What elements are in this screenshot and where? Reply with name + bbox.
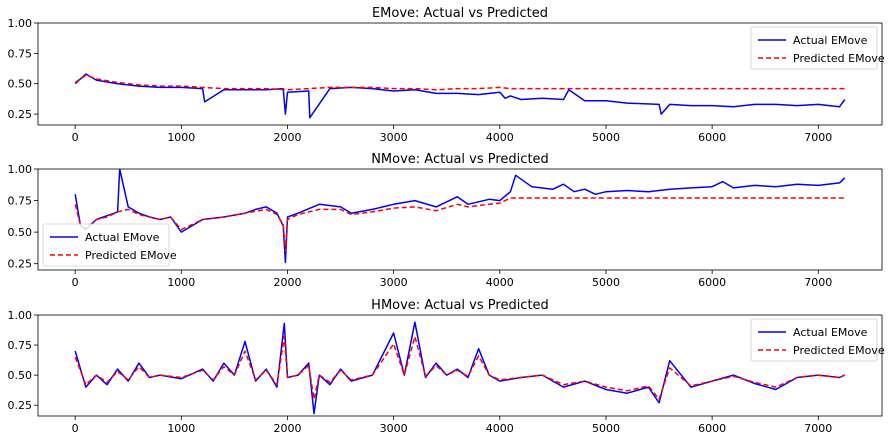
chart-panel-2: NMove: Actual vs Predicted 0 1000 2000 3000 4… — [8, 152, 883, 289]
series-line-predicted — [74, 74, 845, 91]
y-tick-label: 0.75 — [8, 195, 33, 208]
chart-title: HMove: Actual vs Predicted — [371, 298, 549, 313]
y-tick-label: 0.75 — [8, 339, 33, 352]
x-tick-label: 7000 — [804, 276, 832, 289]
x-tick-label: 1000 — [167, 276, 195, 289]
x-tick-label: 7000 — [804, 131, 832, 144]
y-tick-label: 0.75 — [8, 47, 33, 60]
legend-label: Actual EMove — [85, 231, 160, 244]
legend-label: Predicted EMove — [793, 52, 885, 65]
axes-frame — [37, 314, 883, 417]
y-tick-label: 0.50 — [8, 369, 33, 382]
chart-title: NMove: Actual vs Predicted — [371, 152, 549, 167]
x-tick-label: 4000 — [486, 131, 514, 144]
chart-panel-3: HMove: Actual vs Predicted 0 1000 2000 3000 4… — [8, 298, 885, 435]
legend: Actual EMove Predicted EMove — [750, 318, 885, 362]
series-line-actual — [74, 321, 846, 415]
y-tick-label: 1.00 — [8, 163, 33, 176]
y-tick-label: 0.25 — [8, 108, 33, 121]
x-tick-label: 0 — [72, 422, 79, 435]
x-tick-label: 0 — [72, 276, 79, 289]
x-tick-label: 5000 — [592, 131, 620, 144]
axes-frame — [37, 22, 883, 126]
y-tick-label: 0.50 — [8, 78, 33, 91]
x-tick-label: 2000 — [273, 276, 301, 289]
x-tick-label: 3000 — [380, 276, 408, 289]
legend-label: Predicted EMove — [85, 249, 177, 262]
x-tick-label: 2000 — [273, 131, 301, 144]
legend: Actual EMove Predicted EMove — [750, 26, 885, 70]
x-tick-label: 5000 — [592, 422, 620, 435]
axes-frame — [37, 168, 883, 271]
x-tick-label: 3000 — [380, 131, 408, 144]
y-tick-label: 1.00 — [8, 17, 33, 30]
x-tick-label: 1000 — [167, 422, 195, 435]
y-tick-label: 0.25 — [8, 399, 33, 412]
legend: Actual EMove Predicted EMove — [42, 223, 177, 267]
x-tick-label: 6000 — [698, 131, 726, 144]
y-tick-label: 0.25 — [8, 258, 33, 271]
x-tick-label: 5000 — [592, 276, 620, 289]
legend-label: Actual EMove — [793, 34, 868, 47]
x-tick-label: 0 — [72, 131, 79, 144]
series-line-predicted — [74, 335, 846, 400]
chart-title: EMove: Actual vs Predicted — [372, 6, 548, 21]
chart-panel-1: EMove: Actual vs Predicted 0 1000 2000 3000 4… — [8, 6, 885, 144]
y-tick-label: 0.50 — [8, 226, 33, 239]
legend-label: Actual EMove — [793, 326, 868, 339]
x-tick-label: 1000 — [167, 131, 195, 144]
legend-label: Predicted EMove — [793, 344, 885, 357]
x-tick-label: 6000 — [698, 422, 726, 435]
series-line-actual — [74, 73, 846, 119]
series-line-predicted — [74, 197, 845, 252]
x-tick-label: 6000 — [698, 276, 726, 289]
x-tick-label: 4000 — [486, 422, 514, 435]
x-tick-label: 2000 — [273, 422, 301, 435]
y-tick-label: 1.00 — [8, 309, 33, 322]
x-tick-label: 3000 — [380, 422, 408, 435]
series-line-actual — [74, 169, 846, 264]
x-tick-label: 4000 — [486, 276, 514, 289]
x-tick-label: 7000 — [804, 422, 832, 435]
